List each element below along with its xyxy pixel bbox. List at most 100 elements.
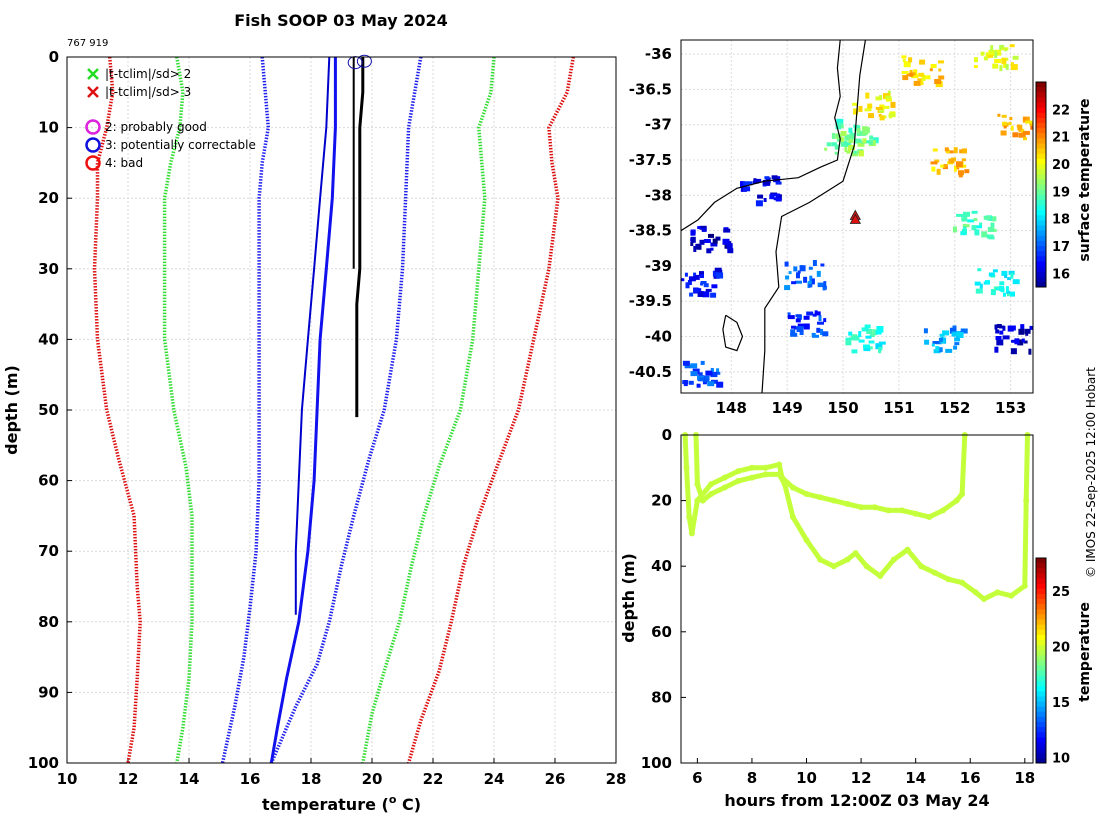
- sst-pixel: [852, 102, 858, 106]
- sst-pixel: [934, 79, 942, 84]
- sst-pixel: [688, 380, 694, 385]
- sst-pixel: [685, 282, 690, 289]
- profile-tick-label-y: 50: [38, 401, 59, 419]
- legend-label: 4: bad: [105, 156, 143, 170]
- sst-pixel: [703, 283, 709, 288]
- sst-pixel: [933, 349, 941, 354]
- sst-pixel: [797, 314, 802, 320]
- sst-pixel: [812, 260, 817, 266]
- sst-pixel: [964, 169, 970, 174]
- profile-tick-label-x: 22: [423, 770, 444, 788]
- sst-pixel: [866, 140, 869, 144]
- sst-pixel: [795, 314, 802, 318]
- sst-pixel: [976, 225, 982, 229]
- map-colorbar-label: surface temperature: [1077, 98, 1093, 261]
- credit-text: © IMOS 22-Sep-2025 12:00 Hobart: [1084, 367, 1098, 578]
- timeseries-tick-label-y: 20: [651, 492, 672, 510]
- legend-marker-circle: [85, 155, 101, 171]
- map-colorbar-segment: [1036, 225, 1046, 232]
- sst-pixel: [954, 337, 961, 342]
- sst-pixel: [803, 315, 810, 320]
- timeseries-x-axis-label: hours from 12:00Z 03 May 24: [724, 791, 989, 810]
- map-colorbar-segment: [1036, 251, 1046, 257]
- timeseries-colorbar-segment: [1036, 604, 1046, 610]
- sst-pixel: [960, 328, 968, 334]
- sst-pixel: [938, 68, 942, 72]
- map-colorbar-segment: [1036, 102, 1046, 109]
- profile-series-profile-3: [355, 57, 365, 418]
- sst-pixel: [848, 138, 854, 143]
- sst-pixel: [879, 346, 883, 351]
- map-colorbar-segment: [1036, 199, 1046, 206]
- map-colorbar-segment: [1036, 117, 1046, 124]
- sst-pixel: [885, 97, 892, 102]
- sst-pixel: [868, 139, 873, 145]
- sst-pixel: [863, 344, 870, 349]
- map-panel: 148 149 150 151 152 153 -36 -36.5 -37 -37.5 -38 -38…: [629, 39, 1093, 417]
- sst-pixel: [722, 238, 730, 245]
- profile-tick-label-x: 28: [606, 770, 627, 788]
- map-colorbar-segment: [1036, 87, 1046, 93]
- sst-pixel: [1002, 335, 1010, 340]
- legend-label: 2: probably good: [105, 120, 207, 134]
- sst-pixel: [684, 365, 691, 369]
- sst-pixel: [858, 331, 862, 338]
- sst-pixel: [973, 65, 978, 69]
- timeseries-colorbar-segment: [1036, 558, 1046, 564]
- sst-pixel: [853, 150, 857, 154]
- sst-pixel: [803, 276, 808, 283]
- profile-tick-label-x: 20: [362, 770, 383, 788]
- sst-pixel: [701, 227, 707, 232]
- map-tick-label-x: 151: [883, 399, 914, 417]
- sst-pixel: [863, 348, 871, 352]
- sst-pixel: [743, 186, 751, 192]
- sst-pixel: [943, 164, 948, 167]
- sst-pixel: [682, 360, 690, 366]
- sst-pixel: [1018, 132, 1026, 138]
- sst-pixel: [951, 331, 957, 337]
- sst-pixel: [938, 337, 943, 342]
- sst-pixel: [1012, 279, 1020, 285]
- sst-pixel: [864, 324, 871, 329]
- sst-pixel: [851, 151, 859, 157]
- sst-pixel: [872, 329, 878, 336]
- sst-pixel: [920, 81, 924, 86]
- timeseries-tick-label-x: 18: [1014, 769, 1035, 787]
- sst-pixel: [845, 339, 852, 346]
- timeseries-colorbar-segment: [1036, 686, 1046, 692]
- map-tick-label-y: -38.5: [629, 222, 672, 240]
- sst-pixel: [697, 291, 704, 297]
- sst-pixel: [1017, 125, 1023, 131]
- sst-pixel: [791, 281, 797, 285]
- sst-pixel: [887, 90, 891, 95]
- timeseries-colorbar-segment: [1036, 660, 1046, 667]
- map-colorbar-segment: [1036, 205, 1046, 211]
- timeseries-point: [748, 474, 755, 481]
- sst-pixel: [690, 363, 698, 369]
- sst-pixel: [808, 266, 813, 270]
- sst-pixel: [979, 283, 983, 289]
- sst-pixel: [923, 328, 928, 334]
- sst-pixel: [858, 105, 863, 112]
- sst-pixel: [988, 50, 995, 57]
- map-tick-label-y: -38: [645, 186, 672, 204]
- sst-pixel: [940, 164, 946, 168]
- timeseries-point: [959, 579, 966, 586]
- sst-pixel: [681, 278, 685, 282]
- sst-pixel: [1022, 130, 1030, 135]
- sst-pixel: [745, 181, 753, 186]
- sst-pixel: [994, 59, 1002, 63]
- sst-pixel: [909, 72, 914, 77]
- timeseries-colorbar-segment: [1036, 732, 1046, 738]
- map-tick-label-x: 150: [827, 399, 858, 417]
- sst-pixel: [831, 132, 835, 139]
- timeseries-tick-label-y: 0: [662, 426, 672, 444]
- sst-pixel: [938, 60, 944, 64]
- sst-pixel: [849, 136, 855, 140]
- sst-pixel: [684, 272, 688, 277]
- sst-pixel: [1005, 63, 1009, 70]
- sst-pixel: [974, 57, 978, 63]
- timeseries-colorbar-segment: [1036, 583, 1046, 590]
- sst-pixel: [919, 59, 926, 65]
- sst-pixel: [917, 78, 923, 83]
